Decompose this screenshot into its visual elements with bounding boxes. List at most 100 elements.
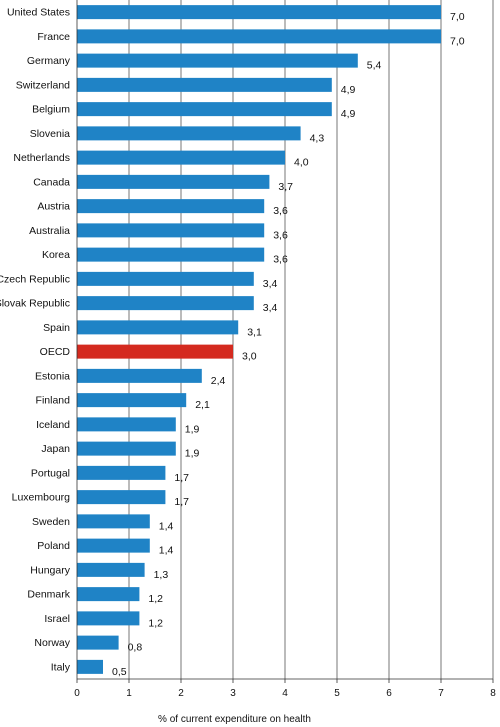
- bar-switzerland: [77, 77, 332, 92]
- value-label-switzerland: 4,9: [341, 84, 356, 96]
- bar-united-states: [77, 5, 441, 20]
- category-label-netherlands: Netherlands: [13, 152, 70, 164]
- category-label-iceland: Iceland: [36, 419, 70, 431]
- bar-korea: [77, 247, 265, 262]
- value-label-iceland: 1,9: [185, 423, 200, 435]
- value-label-czech-republic: 3,4: [263, 278, 278, 290]
- value-label-canada: 3,7: [278, 181, 293, 193]
- bar-belgium: [77, 102, 332, 117]
- bar-luxembourg: [77, 490, 166, 505]
- value-label-denmark: 1,2: [148, 593, 163, 605]
- tick-label-1: 1: [126, 688, 132, 699]
- bar-israel: [77, 611, 140, 626]
- value-label-poland: 1,4: [159, 545, 174, 557]
- x-axis-title: % of current expenditure on health: [158, 714, 311, 725]
- bar-sweden: [77, 514, 150, 529]
- value-label-france: 7,0: [450, 35, 465, 47]
- value-label-united-states: 7,0: [450, 11, 465, 23]
- value-label-israel: 1,2: [148, 617, 163, 629]
- value-label-austria: 3,6: [273, 205, 288, 217]
- bar-slovenia: [77, 126, 301, 141]
- category-label-united-states: United States: [7, 7, 70, 19]
- bar-canada: [77, 174, 270, 189]
- bars: [77, 5, 441, 674]
- value-label-finland: 2,1: [195, 399, 210, 411]
- tick-label-3: 3: [230, 688, 236, 699]
- bar-iceland: [77, 417, 176, 432]
- tick-label-8: 8: [490, 688, 496, 699]
- tick-label-4: 4: [282, 688, 288, 699]
- bar-italy: [77, 659, 103, 674]
- category-label-slovak-republic: Slovak Republic: [0, 298, 70, 310]
- value-label-estonia: 2,4: [211, 375, 226, 387]
- category-label-spain: Spain: [43, 322, 70, 334]
- bar-austria: [77, 199, 265, 214]
- value-label-portugal: 1,7: [174, 472, 189, 484]
- tick-label-2: 2: [178, 688, 184, 699]
- value-label-belgium: 4,9: [341, 108, 356, 120]
- bar-norway: [77, 635, 119, 650]
- value-label-slovenia: 4,3: [310, 132, 325, 144]
- category-label-oecd: OECD: [40, 346, 71, 358]
- bar-denmark: [77, 587, 140, 602]
- value-label-germany: 5,4: [367, 60, 382, 72]
- value-labels: 7,07,05,44,94,94,34,03,73,63,63,63,43,43…: [112, 11, 465, 678]
- category-label-portugal: Portugal: [31, 467, 70, 479]
- category-label-estonia: Estonia: [35, 370, 70, 382]
- category-label-switzerland: Switzerland: [16, 79, 70, 91]
- value-label-spain: 3,1: [247, 326, 262, 338]
- value-label-norway: 0,8: [128, 642, 143, 654]
- bar-japan: [77, 441, 176, 456]
- category-label-slovenia: Slovenia: [30, 128, 70, 140]
- bar-poland: [77, 538, 150, 553]
- category-label-canada: Canada: [33, 176, 70, 188]
- category-label-norway: Norway: [34, 637, 70, 649]
- value-label-netherlands: 4,0: [294, 157, 309, 169]
- value-label-korea: 3,6: [273, 254, 288, 266]
- bar-germany: [77, 53, 358, 68]
- bar-portugal: [77, 465, 166, 480]
- tick-label-0: 0: [74, 688, 80, 699]
- x-axis: 0 1 2 3 4 5 6 7 8: [74, 0, 496, 699]
- category-labels: United States France Germany Switzerland Bel…: [0, 7, 71, 674]
- tick-label-7: 7: [438, 688, 444, 699]
- bar-france: [77, 29, 441, 44]
- category-label-denmark: Denmark: [27, 589, 70, 601]
- value-label-italy: 0,5: [112, 666, 127, 678]
- bar-oecd: [77, 344, 233, 359]
- value-label-luxembourg: 1,7: [174, 496, 189, 508]
- value-label-australia: 3,6: [273, 229, 288, 241]
- category-label-israel: Israel: [44, 613, 70, 625]
- value-label-japan: 1,9: [185, 448, 200, 460]
- bar-slovak-republic: [77, 296, 254, 311]
- category-label-korea: Korea: [42, 249, 70, 261]
- category-label-poland: Poland: [37, 540, 70, 552]
- category-label-germany: Germany: [27, 55, 71, 67]
- category-label-hungary: Hungary: [30, 564, 70, 576]
- category-label-japan: Japan: [41, 443, 70, 455]
- bar-estonia: [77, 368, 202, 383]
- bar-hungary: [77, 562, 145, 577]
- bar-czech-republic: [77, 271, 254, 286]
- value-label-hungary: 1,3: [154, 569, 169, 581]
- value-label-sweden: 1,4: [159, 520, 174, 532]
- value-label-oecd: 3,0: [242, 351, 257, 363]
- value-label-slovak-republic: 3,4: [263, 302, 278, 314]
- bar-finland: [77, 393, 187, 408]
- category-label-finland: Finland: [36, 395, 71, 407]
- category-label-czech-republic: Czech Republic: [0, 273, 70, 285]
- bar-australia: [77, 223, 265, 238]
- category-label-belgium: Belgium: [32, 104, 70, 116]
- bar-spain: [77, 320, 239, 335]
- tick-label-5: 5: [334, 688, 340, 699]
- tick-label-6: 6: [386, 688, 392, 699]
- category-label-france: France: [37, 31, 70, 43]
- category-label-australia: Australia: [29, 225, 70, 237]
- category-label-sweden: Sweden: [32, 516, 70, 528]
- category-label-italy: Italy: [51, 661, 71, 673]
- category-label-luxembourg: Luxembourg: [12, 492, 71, 504]
- category-label-austria: Austria: [37, 201, 70, 213]
- bar-netherlands: [77, 150, 285, 165]
- gridlines: [128, 0, 494, 679]
